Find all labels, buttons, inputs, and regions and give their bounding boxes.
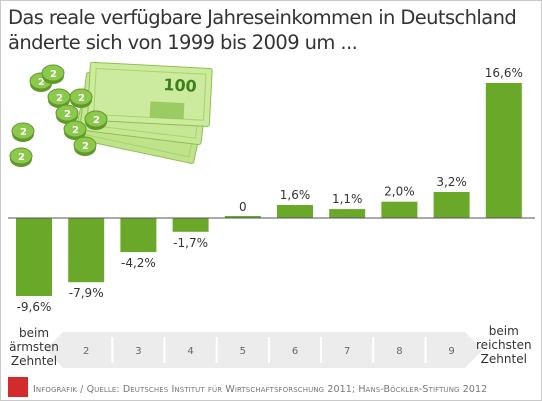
bar (224, 216, 261, 218)
end-label-line: ärmsten (9, 340, 59, 354)
x-tick-label: 3 (135, 346, 141, 357)
svg-text:2: 2 (64, 109, 71, 120)
coin-icon: 2 (84, 110, 108, 130)
end-label-line: reichsten (476, 338, 532, 352)
coin-icon: 2 (55, 104, 79, 124)
x-tick-label: 8 (396, 346, 402, 357)
chart-title-line-1: Das reale verfügbare Jahreseinkommen in … (8, 6, 517, 29)
svg-text:2: 2 (78, 93, 85, 104)
svg-text:2: 2 (20, 127, 27, 138)
coin-icon: 2 (69, 88, 93, 108)
end-label-line: Zehntel (11, 354, 57, 368)
x-tick-label: 9 (448, 346, 454, 357)
x-tick-label: 7 (344, 346, 350, 357)
bars (16, 83, 522, 296)
footer-source: Infografik / Quelle: Deutsches Institut … (33, 384, 488, 395)
coin-icon: 2 (63, 120, 87, 140)
value-label: 16,6% (485, 66, 523, 80)
value-label: 0 (239, 200, 247, 214)
logo-icon (8, 377, 28, 397)
value-label: -1,7% (173, 236, 208, 250)
svg-text:2: 2 (82, 141, 89, 152)
svg-text:2: 2 (50, 69, 57, 80)
category-ticks (111, 337, 427, 363)
bar (329, 209, 366, 218)
coin-icon: 2 (9, 147, 33, 167)
svg-text:2: 2 (72, 125, 79, 136)
value-label: 3,2% (436, 175, 467, 189)
bar (16, 218, 52, 296)
axis-arrow-right-icon (465, 332, 483, 368)
value-label: -9,6% (17, 300, 52, 314)
value-label: 2,0% (384, 185, 415, 199)
chart-title-line-2: änderte sich von 1999 bis 2009 um ... (8, 31, 358, 54)
bar (277, 205, 313, 218)
bar (381, 201, 418, 218)
bar (172, 218, 209, 232)
svg-text:2: 2 (93, 115, 100, 126)
x-tick-label: 5 (240, 346, 246, 357)
axis-band (63, 332, 465, 368)
bar (120, 218, 157, 253)
svg-text:2: 2 (18, 152, 25, 163)
svg-text:100: 100 (163, 75, 197, 96)
x-tick-label: 6 (292, 346, 298, 357)
value-label: -4,2% (121, 256, 156, 270)
x-tick-labels: 2 3 4 5 6 7 8 9 (83, 346, 455, 357)
coin-icon: 2 (47, 88, 71, 108)
axis-arrow-left-icon (45, 332, 63, 368)
coin-icon: 2 (41, 64, 65, 84)
value-label: -7,9% (69, 286, 104, 300)
value-labels: -9,6% -7,9% -4,2% -1,7% 0 1,6% 1,1% 2,0% 3,2% 16,… (17, 66, 523, 314)
value-label: 1,1% (332, 192, 363, 206)
svg-text:2: 2 (38, 77, 45, 88)
svg-text:2: 2 (56, 93, 63, 104)
bar (485, 83, 522, 218)
end-label-line: Zehntel (481, 352, 527, 366)
coin-icon: 2 (11, 122, 35, 142)
value-label: 1,6% (280, 188, 311, 202)
x-tick-label: 2 (83, 346, 89, 357)
bar (433, 192, 470, 218)
end-label-line: beim (19, 326, 49, 340)
x-tick-label: 4 (187, 346, 193, 357)
coin-icon: 2 (73, 136, 97, 156)
end-label-line: beim (489, 324, 519, 338)
bar (68, 218, 105, 283)
